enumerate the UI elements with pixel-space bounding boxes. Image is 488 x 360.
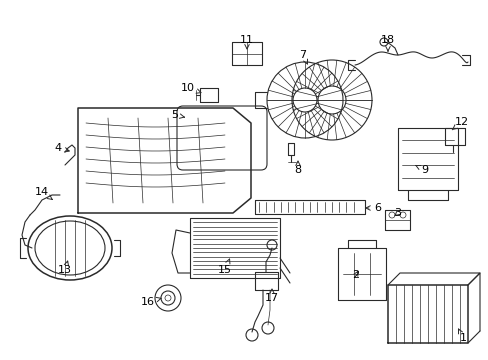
Text: 3: 3 [394, 208, 401, 218]
Text: 13: 13 [58, 261, 72, 275]
Text: 9: 9 [415, 165, 427, 175]
Text: 2: 2 [352, 270, 359, 280]
Text: 10: 10 [181, 83, 201, 93]
Text: 12: 12 [451, 117, 468, 130]
Text: 15: 15 [218, 259, 231, 275]
Text: 4: 4 [54, 143, 69, 153]
Text: 14: 14 [35, 187, 52, 199]
Text: 11: 11 [240, 35, 253, 49]
Text: 1: 1 [458, 329, 466, 343]
Text: 5: 5 [171, 110, 184, 120]
Text: 6: 6 [365, 203, 381, 213]
Text: 8: 8 [294, 161, 301, 175]
Text: 17: 17 [264, 289, 279, 303]
Text: 7: 7 [299, 50, 307, 64]
Text: 18: 18 [380, 35, 394, 51]
Text: 16: 16 [141, 297, 161, 307]
